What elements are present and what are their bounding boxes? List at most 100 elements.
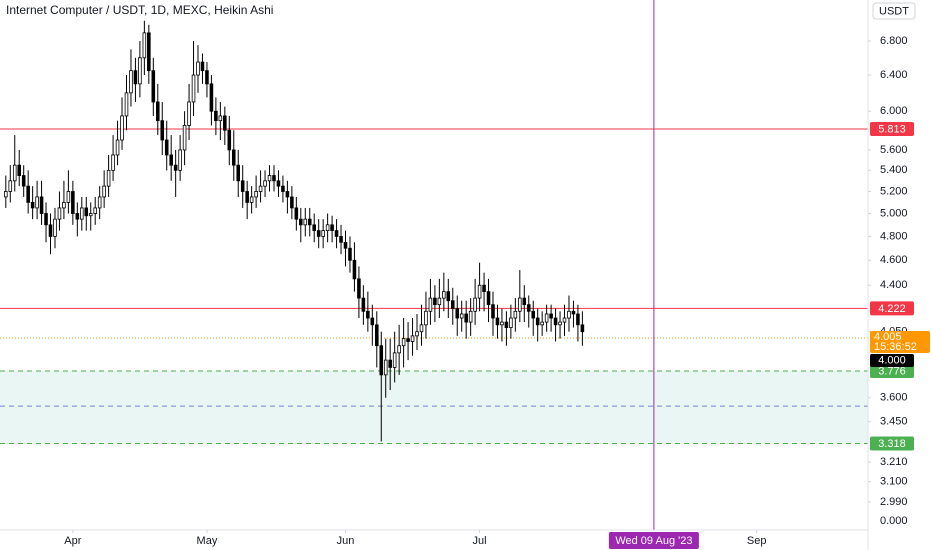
candle-body	[321, 230, 325, 237]
candle-body	[249, 196, 254, 203]
last-price-label: 4.005	[874, 331, 902, 343]
candle-body	[509, 317, 513, 328]
y-tick-label: 3.600	[880, 392, 908, 404]
candle-body	[26, 185, 30, 203]
candle-body	[53, 218, 57, 237]
candle-body	[343, 241, 348, 249]
candle-body	[379, 345, 384, 376]
candle-body	[522, 297, 527, 306]
candle-body	[567, 310, 571, 319]
level-label-box	[870, 364, 914, 379]
candle-body	[437, 297, 442, 306]
candle-body	[419, 324, 424, 333]
candle-body	[263, 180, 267, 187]
candle-body	[169, 154, 173, 166]
candle-body	[191, 74, 196, 103]
candle-body	[182, 125, 187, 151]
y-tick-label: 5.400	[880, 164, 908, 176]
x-tick-label: Jul	[473, 535, 487, 547]
candle-body	[424, 310, 428, 326]
candle-body	[450, 300, 455, 310]
candle-body	[39, 196, 44, 214]
date-marker-box	[608, 532, 699, 549]
candle-body	[459, 313, 464, 319]
currency-label[interactable]: USDT	[879, 5, 909, 17]
candle-body	[388, 359, 392, 368]
candle-body	[357, 278, 361, 299]
plot-area	[0, 0, 868, 530]
candle-body	[124, 92, 129, 117]
candle-body	[138, 57, 142, 85]
candle-body	[200, 61, 205, 72]
price-axis-panel	[868, 0, 932, 550]
y-tick-label: 6.400	[880, 69, 908, 81]
candle-body	[294, 207, 299, 220]
level-label-box	[870, 301, 914, 316]
candle-body	[531, 310, 536, 319]
candle-body	[464, 313, 468, 323]
candle-body	[115, 139, 120, 156]
candle-body	[455, 308, 460, 319]
candle-body	[66, 191, 71, 203]
candle-body	[401, 338, 406, 347]
candle-body	[428, 297, 433, 312]
candle-body	[299, 218, 303, 226]
candle-body	[75, 213, 80, 220]
candle-body	[35, 196, 39, 209]
currency-button[interactable]	[872, 2, 916, 20]
candle-body	[258, 185, 263, 192]
candle-body	[526, 304, 531, 312]
countdown-label: 15:36:52	[874, 341, 917, 353]
x-tick-label: May	[197, 535, 218, 547]
candle-body	[93, 207, 97, 214]
candle-body	[370, 317, 375, 326]
candle-body	[334, 230, 339, 237]
candle-body	[196, 61, 200, 76]
candle-body	[312, 224, 316, 231]
candle-body	[231, 149, 236, 166]
candle-body	[12, 164, 17, 182]
candle-body	[254, 191, 258, 198]
candle-body	[4, 191, 8, 198]
candle-body	[205, 70, 209, 85]
y-tick-label: 3.210	[880, 456, 908, 468]
candle-body	[120, 115, 124, 141]
candle-body	[214, 110, 218, 122]
candle-body	[500, 321, 504, 326]
candle-body	[17, 164, 22, 176]
last-price-box	[870, 330, 930, 353]
y-tick-label: 3.450	[880, 416, 908, 428]
candle-body	[30, 201, 35, 209]
candle-body	[84, 207, 89, 217]
candle-body	[339, 236, 343, 243]
candle-body	[504, 321, 509, 328]
candle-body	[102, 185, 106, 198]
candle-body	[236, 164, 241, 182]
candle-body	[553, 317, 558, 326]
candle-body	[482, 284, 486, 293]
candle-body	[580, 324, 585, 333]
candle-body	[491, 304, 495, 319]
candle-body	[518, 297, 522, 312]
candle-body	[71, 191, 75, 214]
candle-body	[209, 83, 214, 112]
candle-body	[80, 207, 84, 220]
candle-body	[348, 247, 352, 261]
candle-body	[303, 218, 308, 226]
candle-body	[178, 149, 182, 171]
candle-body	[164, 139, 169, 156]
candle-body	[375, 324, 379, 347]
candle-body	[276, 180, 281, 187]
time-axis-panel	[0, 530, 868, 550]
candle-body	[142, 32, 147, 59]
candle-body	[549, 313, 553, 319]
level-label: 3.776	[878, 365, 906, 377]
candle-body	[223, 115, 227, 131]
candle-body	[129, 70, 133, 94]
crosshair-price-box	[870, 353, 914, 367]
y-tick-label: 4.600	[880, 254, 908, 266]
candle-body	[155, 101, 160, 122]
